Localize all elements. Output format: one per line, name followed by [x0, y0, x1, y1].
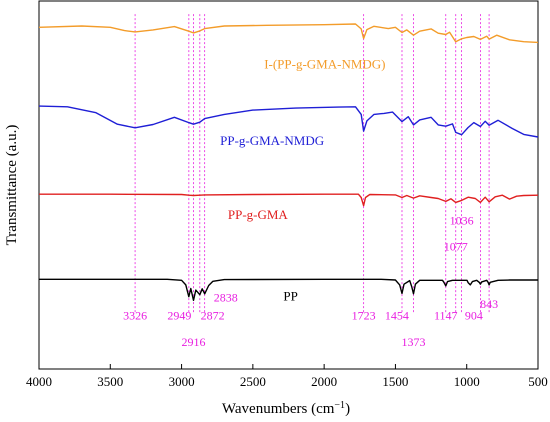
series-label: I-(PP-g-GMA-NMDG) [264, 56, 385, 71]
series-line-pp-g-gma [39, 193, 539, 207]
peak-label: 2872 [201, 309, 225, 323]
peak-marker-lines [134, 14, 490, 314]
x-axis-title: Wavenumbers (cm−1) [222, 400, 350, 418]
x-tick-label: 2500 [240, 374, 266, 389]
peak-label: 2916 [182, 335, 206, 349]
x-axis-title-main: Wavenumbers (cm [222, 401, 335, 417]
x-tick-label: 1500 [382, 374, 408, 389]
x-axis-title-suffix: ) [345, 401, 350, 417]
x-tick-label: 1000 [454, 374, 480, 389]
peak-label: 843 [480, 297, 498, 311]
annotations: I-(PP-g-GMA-NMDG) PP-g-GMA-NMDG PP-g-GMA PP… [123, 56, 498, 349]
peak-label: 3326 [123, 309, 147, 323]
series-lines [38, 23, 539, 301]
peak-label: 904 [465, 309, 483, 323]
series-line-pp-g-gma-nmdg [38, 105, 539, 138]
x-tick-label: 3000 [169, 374, 195, 389]
series-line-i-pp-g-gma-nmdg- [38, 23, 539, 44]
x-tick-label: 500 [528, 374, 548, 389]
series-line-pp [39, 278, 538, 301]
peak-label: 1147 [434, 309, 458, 323]
plot-frame-border [38, 0, 539, 370]
x-tick-label: 4000 [26, 374, 52, 389]
peak-label: 1723 [352, 309, 376, 323]
peak-label: 2838 [214, 291, 238, 305]
peak-label: 2949 [167, 309, 191, 323]
peak-label: 1036 [450, 213, 474, 227]
peak-label: 1454 [385, 309, 409, 323]
series-label: PP [283, 288, 297, 303]
plot-area [38, 0, 539, 370]
x-tick-label: 2000 [311, 374, 337, 389]
series-label: PP-g-GMA-NMDG [220, 133, 324, 148]
x-axis-ticks: 4000 3500 3000 2500 2000 1500 1000 500 [26, 364, 548, 389]
series-label: PP-g-GMA [228, 207, 289, 222]
x-axis-title-superscript: −1 [334, 400, 345, 411]
peak-label: 1077 [444, 240, 468, 254]
peak-label: 1373 [402, 335, 426, 349]
y-axis-title: Transmittance (a.u.) [4, 125, 20, 246]
x-tick-label: 3500 [97, 374, 123, 389]
